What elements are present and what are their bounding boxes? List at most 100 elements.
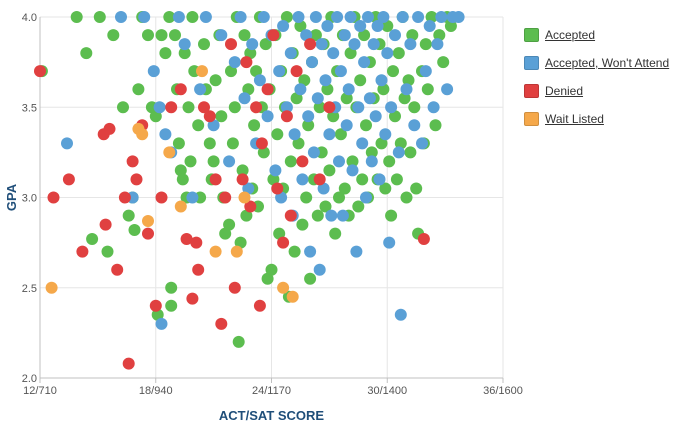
data-point [280, 11, 293, 23]
data-point [117, 101, 129, 114]
data-point [159, 128, 172, 141]
data-point [165, 281, 178, 294]
data-point [346, 155, 359, 168]
data-point [242, 83, 255, 96]
data-point [142, 29, 154, 42]
data-point [352, 101, 365, 114]
data-point [277, 281, 290, 294]
data-point [194, 83, 207, 96]
legend-label: Accepted, Won't Attend [545, 56, 670, 70]
data-point [186, 11, 199, 23]
y-axis-title: GPA [4, 183, 19, 211]
data-point [236, 164, 249, 177]
data-point [261, 272, 274, 285]
data-point [107, 29, 120, 42]
data-point [47, 191, 60, 204]
data-point [358, 29, 371, 42]
data-point [309, 11, 322, 23]
legend-item[interactable]: Wait Listed [524, 110, 669, 128]
data-point [315, 38, 328, 51]
data-point [275, 191, 288, 204]
data-point [402, 74, 415, 87]
data-point [271, 128, 284, 141]
data-point [228, 56, 241, 69]
data-point [118, 191, 131, 204]
data-point [400, 83, 413, 96]
data-point [62, 173, 75, 186]
data-point [271, 182, 284, 195]
data-point [230, 245, 243, 258]
data-point [356, 173, 369, 186]
data-point [344, 11, 357, 23]
data-point [273, 227, 286, 240]
data-point [163, 146, 176, 159]
data-point [253, 74, 266, 87]
data-point [190, 236, 203, 249]
data-point [408, 101, 421, 114]
data-point [192, 119, 205, 132]
data-point [294, 83, 307, 96]
data-point [223, 218, 236, 231]
data-point [381, 20, 394, 32]
series-1 [61, 11, 465, 330]
data-point [93, 11, 106, 23]
data-point [435, 11, 448, 23]
data-point [321, 20, 334, 32]
legend-item[interactable]: Accepted [524, 26, 669, 44]
data-point [321, 83, 334, 96]
legend-swatch [524, 112, 539, 126]
data-point [302, 119, 315, 132]
data-point [325, 209, 338, 222]
data-point [304, 272, 317, 285]
data-point [313, 173, 326, 186]
data-point [290, 92, 303, 105]
data-point [429, 119, 442, 132]
data-point [363, 92, 376, 105]
data-point [354, 74, 367, 87]
data-point [226, 137, 239, 150]
grid-lines [39, 16, 504, 379]
x-tick-label: 36/1600 [483, 385, 523, 397]
y-tick-label: 4.0 [22, 12, 37, 24]
data-point [319, 200, 332, 213]
data-point [360, 119, 372, 132]
data-point [234, 236, 247, 249]
data-point [383, 236, 396, 249]
data-point [338, 182, 351, 195]
data-point [255, 137, 268, 150]
data-point [323, 101, 336, 114]
legend-item[interactable]: Accepted, Won't Attend [524, 54, 669, 72]
data-point [427, 101, 440, 114]
data-point [286, 290, 299, 303]
y-tick-labels: 2.0 2.5 3.0 3.5 4.0 [22, 12, 37, 385]
data-point [331, 11, 344, 23]
legend-item[interactable]: Denied [524, 82, 669, 100]
data-point [174, 83, 187, 96]
data-point [101, 245, 114, 258]
x-tick-labels: 12/710 18/940 24/1170 30/1400 36/1600 [23, 378, 523, 397]
data-point [452, 11, 465, 23]
y-tick-label: 3.5 [22, 102, 37, 114]
data-point [381, 47, 394, 60]
data-point [215, 110, 228, 123]
data-point [80, 47, 93, 60]
data-point [313, 263, 326, 276]
data-point [392, 47, 405, 60]
x-axis-title: ACT/SAT SCORE [219, 408, 325, 423]
data-point [130, 173, 143, 186]
data-point [111, 263, 124, 276]
data-point [267, 173, 280, 186]
data-point [404, 146, 417, 159]
data-point [298, 74, 311, 87]
data-point [327, 47, 340, 60]
data-point [198, 38, 210, 51]
series-3 [45, 65, 299, 303]
data-point [365, 155, 378, 168]
data-point [250, 65, 263, 78]
legend-swatch [524, 56, 539, 70]
data-point [280, 101, 293, 114]
data-point [174, 164, 187, 177]
data-point [240, 56, 253, 69]
data-point [186, 292, 199, 305]
y-tick-label: 2.5 [22, 283, 37, 295]
